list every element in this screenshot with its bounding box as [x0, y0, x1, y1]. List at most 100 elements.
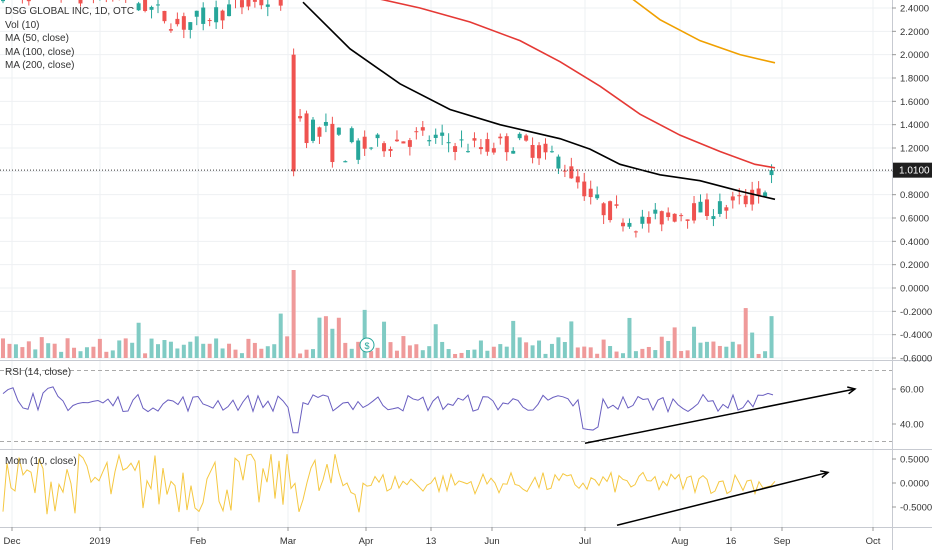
vertical-grid: [11, 0, 874, 527]
volume-bar: [601, 339, 606, 358]
volume-bar: [394, 350, 399, 358]
legend-ma100[interactable]: MA (100, close): [5, 46, 75, 58]
candle: [105, 0, 107, 3]
candle: [756, 181, 761, 204]
candle: [60, 0, 62, 3]
candle: [640, 209, 645, 229]
candle: [149, 5, 154, 19]
symbol-title[interactable]: DSG GLOBAL INC, 1D, OTC: [5, 6, 135, 17]
momentum-axis: 0.5000 0.0000 -0.5000: [892, 455, 932, 514]
chart-legend: DSG GLOBAL INC, 1D, OTC Vol (10) MA (50,…: [5, 5, 134, 73]
candle: [646, 211, 651, 233]
ma-line: [632, 0, 776, 64]
candle: [633, 230, 638, 238]
candle: [717, 193, 722, 217]
volume-bar: [569, 321, 574, 358]
volume-bar: [530, 345, 535, 358]
volume-bar: [562, 341, 567, 358]
volume-bar: [336, 317, 341, 358]
candle: [672, 213, 677, 223]
candle: [582, 172, 587, 201]
time-tick-label: Dec: [4, 536, 21, 547]
volume-bar: [343, 342, 348, 358]
volume-bar: [130, 342, 135, 358]
time-tick-label: Oct: [866, 536, 881, 547]
volume-bar: [537, 340, 542, 358]
candle: [517, 132, 522, 141]
volume-bar: [291, 270, 296, 358]
volume-bar: [207, 343, 212, 358]
momentum-pane[interactable]: [2, 453, 830, 526]
legend-ma200[interactable]: MA (200, close): [5, 60, 75, 71]
volume-bar: [104, 351, 109, 358]
candle: [704, 193, 709, 220]
volume-bar: [472, 349, 477, 358]
candle: [666, 207, 671, 221]
volume-bar: [239, 353, 244, 358]
volume-bar: [427, 346, 432, 358]
time-axis[interactable]: Dec 2019 Feb Mar Apr 13 Jun Jul Aug 16 Sep Oct: [4, 527, 881, 547]
dividend-marker-label: $: [364, 341, 369, 351]
candle: [1, 0, 5, 4]
time-tick-label: Feb: [190, 536, 206, 547]
candle: [227, 0, 232, 17]
candle: [162, 10, 167, 24]
candle: [143, 0, 148, 13]
candle: [485, 132, 490, 156]
volume-bar: [614, 351, 619, 358]
volume-bar: [143, 353, 148, 358]
candle: [608, 200, 613, 223]
candle: [349, 126, 354, 144]
volume-bar: [168, 341, 173, 358]
volume-bar: [233, 349, 238, 358]
volume-bar: [433, 324, 438, 358]
time-tick-label: 13: [426, 536, 437, 547]
legend-ma50[interactable]: MA (50, close): [5, 33, 69, 44]
volume-bars: [1, 270, 774, 358]
candle: [99, 0, 101, 1]
candle: [549, 145, 554, 153]
volume-bar: [737, 344, 742, 358]
volume-bar: [72, 347, 77, 358]
candle: [433, 128, 438, 144]
candle: [685, 219, 690, 229]
candle: [317, 126, 322, 144]
candle: [311, 116, 315, 144]
volume-bar: [298, 353, 303, 358]
volume-bar: [272, 344, 277, 358]
volume-bar: [401, 336, 406, 358]
rsi-pane[interactable]: [0, 370, 892, 444]
price-grid: [0, 7, 892, 359]
price-pane[interactable]: $: [0, 0, 892, 359]
price-tick-label: 0.0000: [900, 284, 929, 295]
volume-bar: [84, 347, 89, 358]
time-tick-label: Jun: [484, 536, 499, 547]
candle: [246, 0, 251, 11]
price-tick-label: 1.8000: [900, 74, 929, 85]
volume-bar: [330, 328, 335, 358]
rsi-pane-label[interactable]: RSI (14, close): [5, 367, 72, 378]
candle: [595, 186, 600, 201]
candle: [194, 10, 199, 26]
candle: [375, 133, 380, 147]
candle: [575, 169, 580, 189]
candle: [556, 154, 561, 174]
price-tick-label: 1.4000: [900, 120, 929, 131]
legend-volume[interactable]: Vol (10): [5, 19, 40, 31]
candle: [679, 213, 684, 222]
candle: [614, 195, 619, 209]
rsi-trendline[interactable]: [584, 386, 857, 444]
candle: [530, 137, 535, 164]
time-tick-label: Apr: [359, 536, 374, 547]
dividend-marker[interactable]: $: [359, 337, 375, 353]
candlesticks: [1, 0, 774, 238]
price-axis[interactable]: 2.4000 2.2000 2.0000 1.8000 1.6000 1.4000 1.20…: [892, 4, 932, 365]
momentum-pane-label[interactable]: Mom (10, close): [5, 456, 77, 467]
volume-bar: [407, 345, 412, 358]
volume-bar: [420, 350, 425, 358]
momentum-trendline[interactable]: [616, 470, 830, 526]
volume-bar: [608, 346, 613, 358]
volume-bar: [717, 345, 722, 358]
rsi-tick-label: 40.00: [900, 420, 924, 431]
